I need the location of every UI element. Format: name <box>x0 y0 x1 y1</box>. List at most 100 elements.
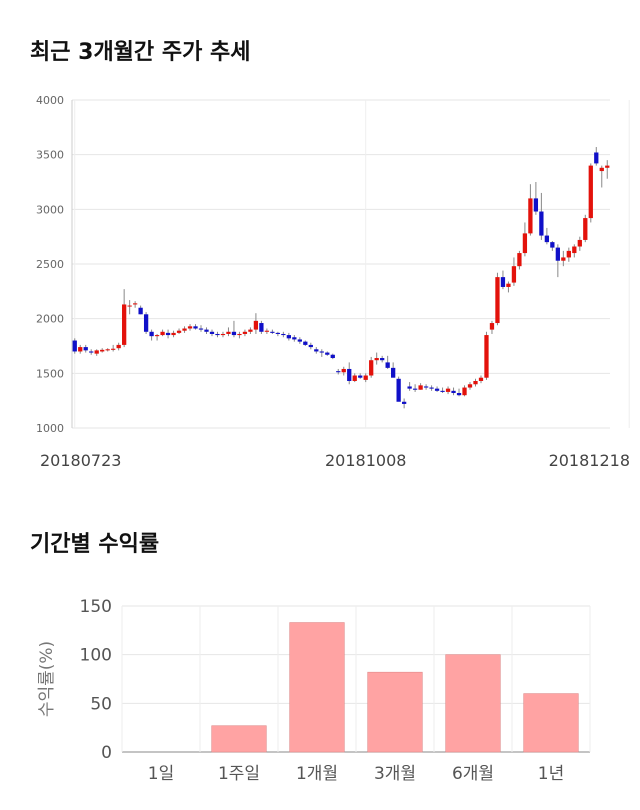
candle-body <box>517 253 522 267</box>
candle-body <box>544 235 550 243</box>
candle-body <box>341 368 346 373</box>
y-tick-label: 4000 <box>36 94 64 107</box>
candle-body <box>83 347 88 351</box>
price-candlestick-chart: 4000 3500 3000 2500 2000 1500 1000 20180723 2018… <box>36 94 630 470</box>
candle-body <box>577 239 582 247</box>
candle-body <box>292 337 297 340</box>
candle-body <box>187 326 193 329</box>
return-bar <box>523 693 579 753</box>
candle-body <box>495 277 500 324</box>
y-tick-label: 50 <box>90 694 112 714</box>
candle-body <box>550 242 555 248</box>
candle-body <box>226 331 231 334</box>
return-bar <box>211 725 267 753</box>
candle-body <box>429 387 434 389</box>
candle-body <box>401 401 407 404</box>
category-label: 1년 <box>538 764 564 784</box>
y-tick-label: 1500 <box>36 367 64 380</box>
candle-body <box>198 328 204 330</box>
candle-body <box>314 349 319 352</box>
candle-body <box>116 344 121 349</box>
candle-body <box>533 198 539 212</box>
candle-body <box>385 362 390 368</box>
returns-title: 기간별 수익률 <box>30 532 160 557</box>
candle-body <box>286 335 291 339</box>
candle-body <box>149 331 154 337</box>
candle-body <box>423 386 429 388</box>
y-tick-label: 150 <box>80 597 112 617</box>
category-label: 1주일 <box>218 764 260 784</box>
return-bar <box>367 671 423 753</box>
candle-body <box>594 152 599 164</box>
candle-body <box>572 246 577 254</box>
candle-body <box>330 354 335 359</box>
candle-body <box>259 323 264 332</box>
return-bar <box>445 654 501 753</box>
candle-body <box>171 332 176 336</box>
category-label: 6개월 <box>452 764 494 784</box>
candle-body <box>407 386 412 389</box>
candle-body <box>391 367 396 378</box>
x-tick-label: 20181008 <box>325 451 406 470</box>
candle-body <box>193 326 198 329</box>
candle-body <box>122 304 127 345</box>
y-tick-label: 0 <box>101 743 112 763</box>
candle-body <box>561 257 566 261</box>
candle-body <box>89 351 94 353</box>
candle-body <box>605 165 610 168</box>
candle-body <box>78 347 83 352</box>
candle-body <box>325 352 330 355</box>
candle-body <box>489 323 495 330</box>
candle-body <box>462 387 467 396</box>
candle-body <box>484 335 489 378</box>
price-trend-title: 최근 3개월간 주가 추세 <box>30 40 251 65</box>
candle-body <box>358 375 363 378</box>
candle-body <box>434 388 440 391</box>
candle-body <box>599 167 604 172</box>
candle-body <box>511 266 517 283</box>
category-label: 3개월 <box>374 764 416 784</box>
candle-body <box>100 349 105 352</box>
y-tick-label: 2500 <box>36 258 64 271</box>
candle-body <box>500 277 506 287</box>
candle-body <box>440 390 445 392</box>
candle-body <box>176 330 182 333</box>
y-tick-label: 3000 <box>36 203 64 216</box>
candle-body <box>418 385 423 390</box>
candle-body <box>566 250 571 258</box>
candle-body <box>467 384 473 388</box>
candle-body <box>204 329 209 332</box>
candle-body <box>160 331 165 336</box>
candle-body <box>522 233 528 254</box>
category-label: 1개월 <box>296 764 338 784</box>
candle-body <box>380 358 385 361</box>
candle-body <box>275 332 281 334</box>
candle-body <box>583 218 588 240</box>
candle-body <box>303 341 308 345</box>
candle-body <box>352 375 357 381</box>
candle-body <box>347 368 352 381</box>
candle-body <box>105 349 110 351</box>
candle-body <box>220 333 226 336</box>
candle-body <box>319 351 324 353</box>
candle-body <box>369 360 374 376</box>
candle-body <box>253 320 259 330</box>
candle-body <box>143 314 149 332</box>
candle-body <box>478 377 484 381</box>
y-tick-label: 2000 <box>36 313 64 326</box>
candle-body <box>94 350 99 354</box>
candle-body <box>374 358 379 361</box>
return-bar <box>289 622 345 753</box>
candle-body <box>363 375 368 380</box>
y-axis-label: 수익률(%) <box>37 641 57 717</box>
candle-body <box>555 247 560 261</box>
candle-body <box>127 305 132 307</box>
candle-body <box>270 331 275 333</box>
candle-body <box>182 328 187 331</box>
candle-body <box>165 332 171 336</box>
candle-body <box>506 283 511 287</box>
y-tick-label: 100 <box>80 646 112 666</box>
candle-body <box>242 331 248 334</box>
x-tick-label: 20181218 <box>549 451 630 470</box>
candle-body <box>132 303 138 305</box>
